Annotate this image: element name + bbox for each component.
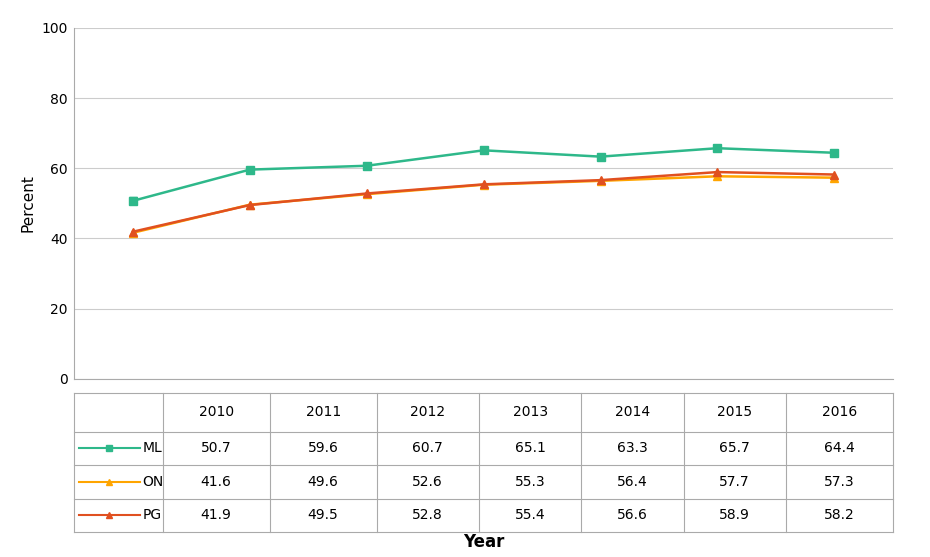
Text: 57.7: 57.7 <box>720 475 750 489</box>
ON <box>829 174 840 181</box>
Text: 59.6: 59.6 <box>308 441 339 456</box>
Y-axis label: Percent: Percent <box>20 174 35 232</box>
Text: 56.6: 56.6 <box>617 508 648 522</box>
Text: 49.6: 49.6 <box>308 475 339 489</box>
Text: 65.1: 65.1 <box>514 441 546 456</box>
ON <box>711 173 723 179</box>
PG <box>829 171 840 178</box>
Text: 50.7: 50.7 <box>201 441 232 456</box>
Text: 2010: 2010 <box>199 405 233 419</box>
Text: 2012: 2012 <box>410 405 445 419</box>
Text: 49.5: 49.5 <box>308 508 339 522</box>
Line: PG: PG <box>128 168 839 236</box>
Text: 58.2: 58.2 <box>824 508 855 522</box>
Text: 52.6: 52.6 <box>412 475 444 489</box>
Text: 41.9: 41.9 <box>201 508 232 522</box>
Text: 56.4: 56.4 <box>617 475 648 489</box>
Text: 57.3: 57.3 <box>824 475 855 489</box>
ON <box>595 178 606 184</box>
PG <box>245 202 256 208</box>
Text: 58.9: 58.9 <box>719 508 751 522</box>
PG <box>478 181 489 188</box>
ON <box>478 182 489 188</box>
Line: ON: ON <box>128 172 839 237</box>
ON <box>245 202 256 208</box>
Text: ON: ON <box>142 475 164 489</box>
PG <box>127 228 139 235</box>
Text: 2013: 2013 <box>512 405 548 419</box>
Text: 65.7: 65.7 <box>719 441 751 456</box>
Text: 64.4: 64.4 <box>824 441 855 456</box>
Text: 2016: 2016 <box>822 405 857 419</box>
Text: 41.6: 41.6 <box>201 475 232 489</box>
Text: 52.8: 52.8 <box>412 508 444 522</box>
Text: Year: Year <box>463 534 504 551</box>
Text: 2014: 2014 <box>615 405 650 419</box>
Text: 63.3: 63.3 <box>617 441 648 456</box>
PG <box>361 190 372 197</box>
Text: 55.4: 55.4 <box>515 508 545 522</box>
Text: 2015: 2015 <box>717 405 752 419</box>
Text: PG: PG <box>142 508 162 522</box>
Text: 60.7: 60.7 <box>412 441 444 456</box>
ON <box>361 191 372 198</box>
PG <box>711 169 723 175</box>
Text: 55.3: 55.3 <box>515 475 545 489</box>
Text: 2011: 2011 <box>306 405 340 419</box>
PG <box>595 177 606 183</box>
ON <box>127 229 139 236</box>
Text: ML: ML <box>142 441 162 456</box>
